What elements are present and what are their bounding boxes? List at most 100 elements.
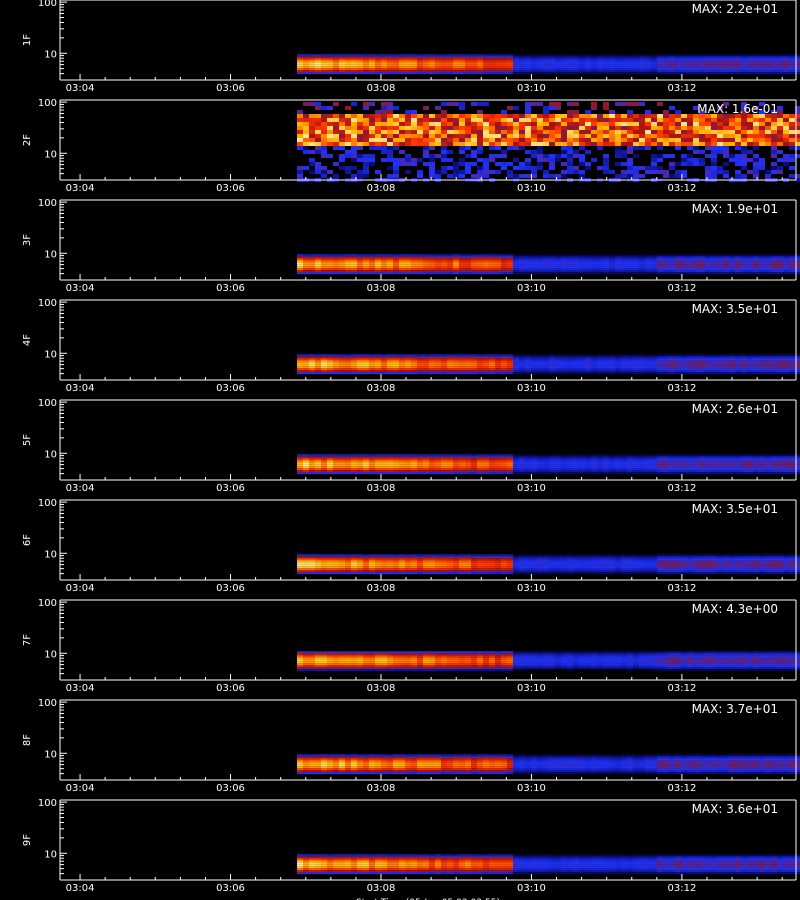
heatmap-cell <box>771 134 777 138</box>
heatmap-cell <box>297 262 303 265</box>
heatmap-cell <box>357 60 363 63</box>
heatmap-cell <box>567 138 573 142</box>
heatmap-cell <box>567 258 573 261</box>
heatmap-cell <box>711 464 717 467</box>
heatmap-cell <box>465 462 471 465</box>
heatmap-cell <box>705 114 711 118</box>
heatmap-cell <box>465 466 471 469</box>
heatmap-cell <box>615 66 621 69</box>
heatmap-cell <box>447 166 453 170</box>
heatmap-cell <box>519 268 525 271</box>
heatmap-cell <box>447 102 453 106</box>
heatmap-cell <box>765 354 771 357</box>
heatmap-cell <box>759 110 765 114</box>
heatmap-cell <box>609 458 615 461</box>
heatmap-cell <box>597 130 603 134</box>
heatmap-cell <box>681 72 687 75</box>
heatmap-cell <box>489 62 495 65</box>
heatmap-cell <box>591 142 597 146</box>
heatmap-cell <box>477 122 483 126</box>
heatmap-cell <box>375 66 381 69</box>
heatmap-cell <box>783 470 789 473</box>
heatmap-cell <box>507 122 513 126</box>
heatmap-cell <box>411 272 417 275</box>
heatmap-cell <box>651 254 657 257</box>
heatmap-cell <box>369 456 375 459</box>
heatmap-cell <box>507 60 513 63</box>
heatmap-cell <box>657 66 663 69</box>
heatmap-cell <box>537 68 543 71</box>
heatmap-cell <box>765 472 771 475</box>
heatmap-cell <box>639 174 645 178</box>
heatmap-cell <box>303 118 309 122</box>
heatmap-cell <box>525 162 531 166</box>
heatmap-cell <box>759 118 765 122</box>
heatmap-cell <box>519 174 525 178</box>
heatmap-cell <box>507 146 513 150</box>
heatmap-cell <box>339 254 345 257</box>
heatmap-cell <box>711 72 717 75</box>
heatmap-cell <box>483 68 489 71</box>
heatmap-cell <box>495 456 501 459</box>
heatmap-cell <box>519 260 525 263</box>
heatmap-cell <box>627 134 633 138</box>
heatmap-cell <box>519 272 525 275</box>
heatmap-cell <box>615 370 621 373</box>
heatmap-cell <box>465 122 471 126</box>
heatmap-cell <box>723 456 729 459</box>
heatmap-cell <box>369 368 375 371</box>
heatmap-cell <box>495 58 501 61</box>
heatmap-cell <box>447 468 453 471</box>
heatmap-cell <box>453 462 459 465</box>
heatmap-cell <box>723 66 729 69</box>
heatmap-cell <box>657 454 663 457</box>
heatmap-cell <box>315 554 321 557</box>
heatmap-cell <box>453 272 459 275</box>
heatmap-cell <box>633 454 639 457</box>
heatmap-cell <box>393 114 399 118</box>
heatmap-cell <box>297 468 303 471</box>
heatmap-cell <box>423 162 429 166</box>
heatmap-cell <box>771 66 777 69</box>
heatmap-cell <box>609 366 615 369</box>
heatmap-cell <box>699 138 705 142</box>
heatmap-cell <box>375 556 381 559</box>
heatmap-cell <box>585 110 591 114</box>
max-value-label: MAX: 1.9e+01 <box>692 202 778 216</box>
heatmap-cell <box>351 102 357 106</box>
heatmap-cell <box>297 466 303 469</box>
heatmap-cell <box>777 110 783 114</box>
heatmap-cell <box>627 254 633 257</box>
heatmap-cell <box>555 468 561 471</box>
heatmap-cell <box>363 454 369 457</box>
heatmap-cell <box>639 464 645 467</box>
heatmap-cell <box>393 460 399 463</box>
heatmap-cell <box>363 258 369 261</box>
heatmap-cell <box>675 272 681 275</box>
heatmap-cell <box>513 62 519 65</box>
heatmap-cell <box>627 142 633 146</box>
heatmap-cell <box>681 64 687 67</box>
y-tick-label: 10 <box>44 449 57 460</box>
heatmap-cell <box>471 462 477 465</box>
heatmap-cell <box>411 268 417 271</box>
heatmap-cell <box>669 468 675 471</box>
heatmap-cell <box>405 142 411 146</box>
heatmap-cell <box>363 362 369 365</box>
heatmap-cell <box>417 472 423 475</box>
heatmap-cell <box>411 464 417 467</box>
heatmap-cell <box>297 264 303 267</box>
heatmap-cell <box>747 114 753 118</box>
heatmap-cell <box>345 366 351 369</box>
heatmap-cell <box>333 360 339 363</box>
heatmap-cell <box>525 456 531 459</box>
heatmap-cell <box>333 570 339 573</box>
heatmap-cell <box>345 130 351 134</box>
heatmap-cell <box>735 130 741 134</box>
heatmap-cell <box>627 110 633 114</box>
heatmap-cell <box>573 66 579 69</box>
heatmap-cell <box>423 56 429 59</box>
heatmap-cell <box>753 146 759 150</box>
heatmap-cell <box>339 262 345 265</box>
heatmap-cell <box>543 158 549 162</box>
